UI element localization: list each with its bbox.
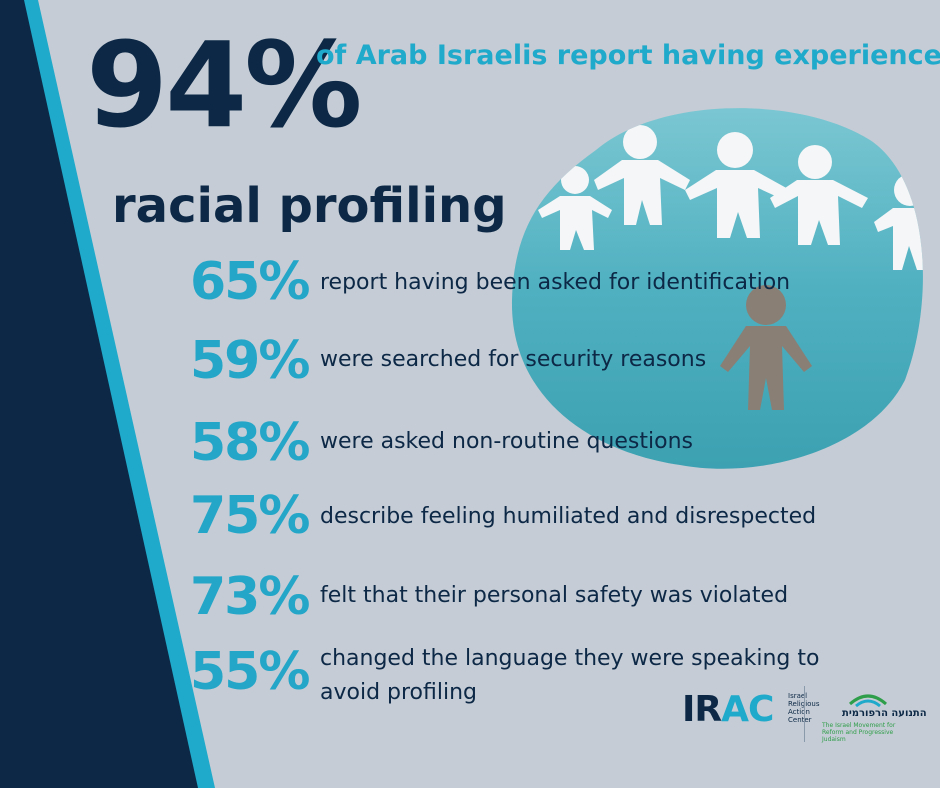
irac-logo-text: IR <box>682 689 722 730</box>
stat-percent: 65% <box>190 252 310 312</box>
stat-description: changed the language they were speaking … <box>320 646 820 671</box>
stat-description: were asked non-routine questions <box>320 429 693 454</box>
stat-percent: 55% <box>190 642 310 702</box>
logo-divider <box>804 686 805 742</box>
stat-description: felt that their personal safety was viol… <box>320 583 789 608</box>
stat-row-searched: 59% were searched for security reasons <box>0 331 940 391</box>
stat-row-humiliated: 75% describe feeling humiliated and disr… <box>0 486 940 546</box>
stat-description: report having been asked for identificat… <box>320 270 791 295</box>
irac-logo-accent: AC <box>721 689 774 730</box>
stat-description: describe feeling humiliated and disrespe… <box>320 504 817 529</box>
stat-row-identification: 65% report having been asked for identif… <box>0 252 940 312</box>
stat-percent: 58% <box>190 413 310 473</box>
stat-percent: 75% <box>190 486 310 546</box>
reform-movement-english-name: The Israel Movement for Reform and Progr… <box>822 722 896 743</box>
stat-percent: 73% <box>190 567 310 627</box>
stat-percent: 59% <box>190 331 310 391</box>
single-dark-figure <box>720 285 812 410</box>
stat-description: were searched for security reasons <box>320 347 707 372</box>
headline-subtitle: of Arab Israelis report having experienc… <box>316 40 940 71</box>
photo-paper-figures <box>511 108 923 469</box>
reform-movement-emblem-icon <box>849 694 887 708</box>
stat-row-safety: 73% felt that their personal safety was … <box>0 567 940 627</box>
irac-logo-subtitle: Israel Religious Action Center <box>788 692 820 724</box>
stat-row-questions: 58% were asked non-routine questions <box>0 413 940 473</box>
navy-diagonal-panel <box>0 0 198 788</box>
reform-movement-logo: התנועה הרפורמית The Israel Movement for … <box>822 690 927 743</box>
paper-chain-figures <box>538 125 923 270</box>
irac-logo: IRAC <box>682 689 774 730</box>
stat-row-language: 55% changed the language they were speak… <box>0 642 940 716</box>
footer-logos: IRAC Israel Religious Action Center התנו… <box>682 684 927 748</box>
headline-percent: 94% <box>86 16 362 154</box>
headline-title: racial profiling <box>112 178 507 234</box>
stat-description-continued: avoid profiling <box>320 680 478 705</box>
reform-movement-hebrew-name: התנועה הרפורמית <box>842 708 927 719</box>
